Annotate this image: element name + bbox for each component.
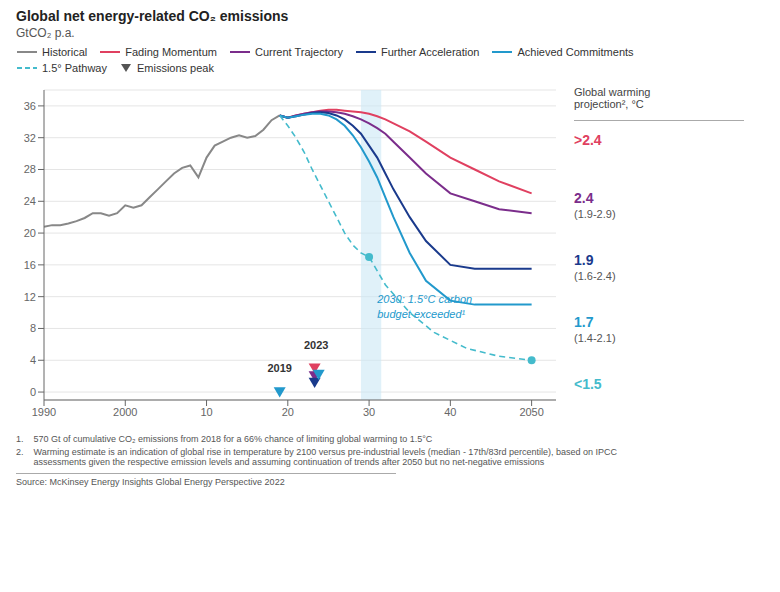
html-text:1. 570 Gt of cumulative CO₂ em: 1. 570 Gt of cumulative CO₂ emissions fr… xyxy=(16,434,433,444)
svg-text:4: 4 xyxy=(30,354,36,366)
svg-text:20: 20 xyxy=(282,406,294,418)
html-text:2. Warming estimate is an indi: 2. Warming estimate is an indication of … xyxy=(16,447,617,467)
svg-text:0: 0 xyxy=(30,386,36,398)
html-text:Emissions peak: Emissions peak xyxy=(136,62,214,74)
svg-text:24: 24 xyxy=(24,195,36,207)
svg-text:20: 20 xyxy=(24,227,36,239)
svg-text:28: 28 xyxy=(24,163,36,175)
svg-text:2000: 2000 xyxy=(113,406,137,418)
html-text:GtCO₂ p.a.: GtCO₂ p.a. xyxy=(16,26,75,40)
html-text:Source: McKinsey Energy Insigh: Source: McKinsey Energy Insights Global … xyxy=(16,477,285,487)
html-text:>2.4: >2.4 xyxy=(574,132,602,148)
svg-text:8: 8 xyxy=(30,322,36,334)
html-text:Achieved Commitments: Achieved Commitments xyxy=(517,46,634,58)
svg-text:2023: 2023 xyxy=(304,339,328,351)
html-text:1.7: 1.7 xyxy=(574,314,594,330)
svg-text:2030: 1.5°C carbonbudget excee: 2030: 1.5°C carbonbudget exceeded¹ xyxy=(376,293,472,320)
html-text:(1.6-2.4): (1.6-2.4) xyxy=(574,270,616,282)
html-text:Global warming projection², °C: Global warming projection², °C xyxy=(574,86,651,110)
html-text:(1.9-2.9): (1.9-2.9) xyxy=(574,208,616,220)
svg-text:12: 12 xyxy=(24,291,36,303)
html-text:2.4: 2.4 xyxy=(574,190,594,206)
svg-text:2050: 2050 xyxy=(519,406,543,418)
html-text:Global net energy-related CO₂: Global net energy-related CO₂ emissions xyxy=(16,8,289,24)
html-text:(1.4-2.1): (1.4-2.1) xyxy=(574,332,616,344)
html-text:Current Trajectory: Current Trajectory xyxy=(255,46,343,58)
svg-text:16: 16 xyxy=(24,259,36,271)
html-text:Historical: Historical xyxy=(42,46,88,58)
svg-text:2019: 2019 xyxy=(267,362,291,374)
svg-text:36: 36 xyxy=(24,100,36,112)
svg-text:10: 10 xyxy=(200,406,212,418)
svg-text:1990: 1990 xyxy=(32,406,56,418)
html-text:1.5° Pathway: 1.5° Pathway xyxy=(42,62,107,74)
svg-text:32: 32 xyxy=(24,132,36,144)
svg-text:30: 30 xyxy=(363,406,375,418)
html-text:Further Acceleration: Further Acceleration xyxy=(381,46,480,58)
html-text:1.9: 1.9 xyxy=(574,252,594,268)
html-text:Fading Momentum: Fading Momentum xyxy=(125,46,217,58)
html-text:<1.5: <1.5 xyxy=(574,376,602,392)
svg-text:40: 40 xyxy=(444,406,456,418)
